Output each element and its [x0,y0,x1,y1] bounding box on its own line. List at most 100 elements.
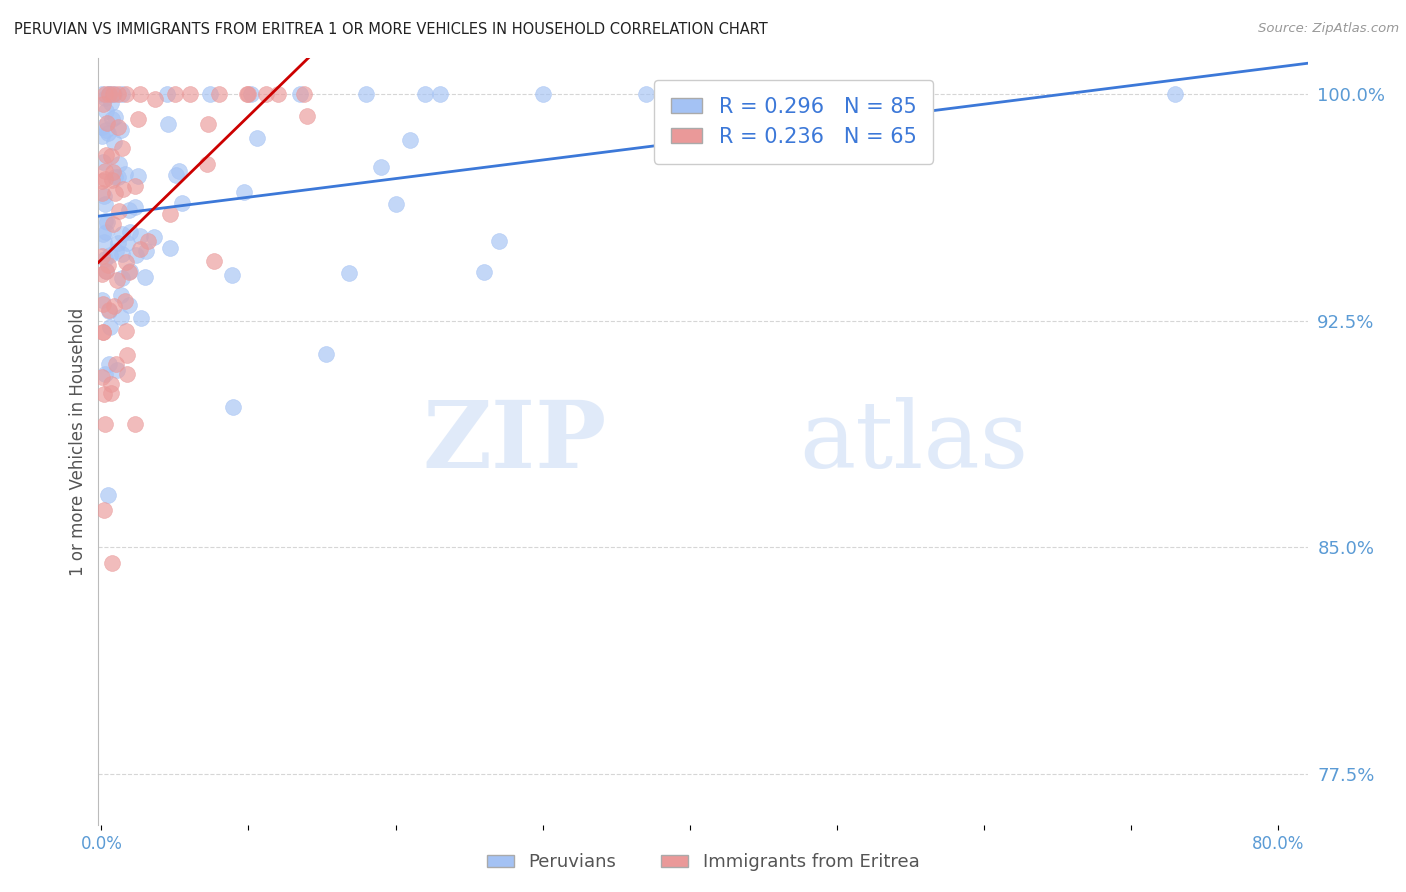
Point [198,87,221,102]
Point [96,264,118,278]
Point [97,126,120,140]
Point [110,288,132,302]
Point [472,265,495,279]
Point [337,266,360,280]
Point [100,96,122,111]
Point [398,133,420,147]
Point [96,116,118,130]
Point [115,236,138,251]
Point [104,110,127,124]
Point [101,218,124,232]
Point [94,163,117,178]
Point [96,263,118,277]
Point [292,87,315,102]
Point [93,387,115,401]
Point [97,87,120,102]
Point [93,503,115,517]
Point [117,348,139,362]
Point [100,149,122,163]
Point [288,87,311,102]
Point [127,169,149,183]
Point [91,325,114,339]
Point [413,87,436,102]
Point [91,120,114,134]
Point [246,131,269,145]
Point [111,182,134,196]
Point [124,178,146,193]
Point [197,118,219,132]
Y-axis label: 1 or more Vehicles in Household: 1 or more Vehicles in Household [69,308,87,575]
Text: PERUVIAN VS IMMIGRANTS FROM ERITREA 1 OR MORE VEHICLES IN HOUSEHOLD CORRELATION : PERUVIAN VS IMMIGRANTS FROM ERITREA 1 OR… [14,22,768,37]
Point [117,298,139,312]
Point [115,87,138,102]
Point [170,196,193,211]
Point [94,91,117,105]
Point [129,228,152,243]
Point [103,165,125,179]
Point [100,386,122,401]
Point [143,92,166,106]
Point [98,320,121,334]
Point [143,230,166,244]
Point [107,87,129,102]
Point [159,241,181,255]
Point [98,87,121,102]
Point [105,244,128,259]
Point [91,154,114,169]
Point [111,87,134,102]
Point [156,117,179,131]
Point [110,123,132,137]
Point [94,172,117,186]
Point [165,87,187,102]
Point [100,112,122,126]
Point [100,377,122,392]
Point [129,87,152,102]
Point [238,87,260,102]
Point [94,123,117,137]
Point [125,248,148,262]
Text: ZIP: ZIP [422,397,606,486]
Point [120,264,142,278]
Point [91,87,114,102]
Point [202,254,225,268]
Point [105,273,128,287]
Point [370,160,392,174]
Point [103,87,125,102]
Point [134,270,156,285]
Point [91,370,114,384]
Point [94,104,117,119]
Point [104,169,127,184]
Point [114,294,136,309]
Point [104,186,127,200]
Point [384,197,406,211]
Point [94,367,117,381]
Legend: R = 0.296   N = 85, R = 0.236   N = 65: R = 0.296 N = 85, R = 0.236 N = 65 [654,80,934,163]
Point [111,246,134,260]
Point [531,87,554,102]
Point [136,235,159,249]
Point [103,135,125,149]
Point [120,225,142,239]
Point [115,255,138,269]
Point [108,204,131,219]
Point [634,87,657,102]
Point [156,87,179,102]
Point [110,141,132,155]
Point [1164,87,1187,102]
Point [105,363,128,377]
Point [107,120,129,134]
Point [98,248,121,262]
Point [107,235,129,250]
Point [97,258,120,272]
Point [129,242,152,256]
Point [159,207,181,221]
Point [98,357,121,371]
Point [111,227,134,241]
Point [93,189,115,203]
Point [118,264,141,278]
Text: Source: ZipAtlas.com: Source: ZipAtlas.com [1258,22,1399,36]
Point [101,557,124,571]
Point [222,400,245,414]
Point [129,311,152,326]
Point [208,87,231,102]
